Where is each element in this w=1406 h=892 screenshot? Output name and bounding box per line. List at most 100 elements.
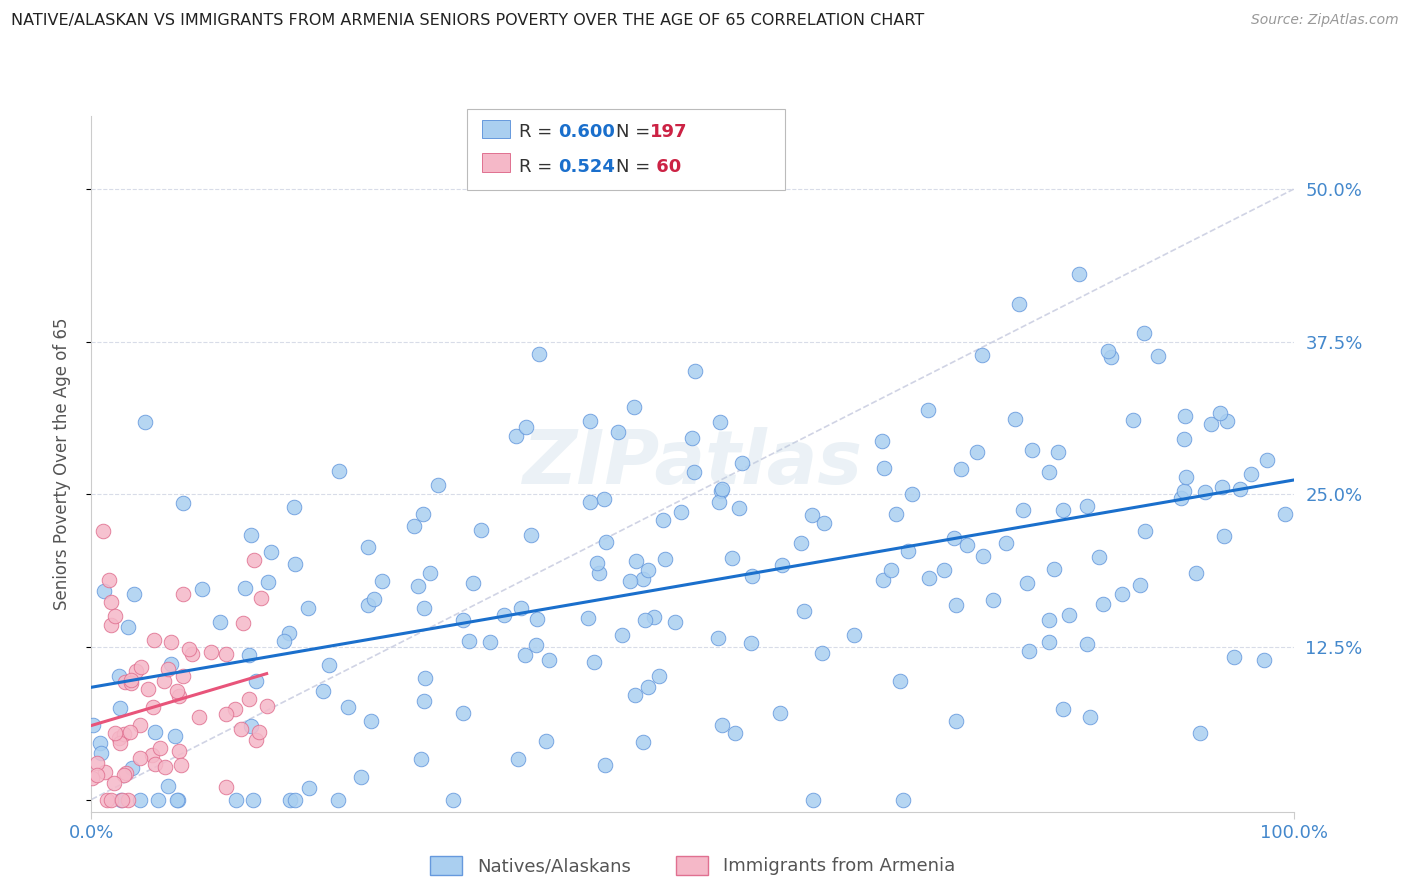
Point bbox=[1099, 350, 1122, 364]
Point bbox=[1122, 413, 1144, 427]
Point bbox=[122, 587, 145, 601]
Point bbox=[1174, 409, 1197, 423]
Point bbox=[1067, 268, 1090, 282]
Point bbox=[129, 751, 152, 765]
Point bbox=[1240, 467, 1263, 481]
Text: R =: R = bbox=[519, 158, 558, 176]
Point bbox=[406, 579, 429, 593]
Point bbox=[117, 620, 139, 634]
Point bbox=[96, 792, 118, 806]
Point bbox=[170, 757, 193, 772]
Point bbox=[513, 648, 536, 662]
Point bbox=[100, 595, 122, 609]
Point bbox=[872, 573, 894, 587]
Point bbox=[538, 653, 561, 667]
Text: 0.600: 0.600 bbox=[558, 123, 614, 141]
Point bbox=[451, 613, 474, 627]
Point bbox=[1222, 649, 1244, 664]
Point bbox=[159, 657, 181, 672]
Point bbox=[593, 758, 616, 772]
Point bbox=[457, 634, 479, 648]
Point bbox=[1135, 524, 1157, 538]
Point bbox=[413, 671, 436, 685]
Point bbox=[870, 434, 893, 448]
Point bbox=[357, 540, 380, 554]
Point bbox=[681, 431, 703, 445]
Point bbox=[156, 662, 179, 676]
Point bbox=[108, 731, 131, 745]
Point bbox=[631, 735, 654, 749]
Point bbox=[229, 723, 252, 737]
Point bbox=[1038, 613, 1060, 627]
Point bbox=[891, 792, 914, 806]
Point bbox=[167, 744, 190, 758]
Point bbox=[1004, 412, 1026, 426]
Point bbox=[167, 689, 190, 703]
Point bbox=[1253, 653, 1275, 667]
Point bbox=[723, 726, 745, 740]
Point bbox=[312, 684, 335, 698]
Point bbox=[256, 699, 278, 714]
Text: 60: 60 bbox=[650, 158, 681, 176]
Point bbox=[215, 647, 238, 661]
Point bbox=[363, 592, 385, 607]
Point bbox=[284, 792, 307, 806]
Point bbox=[328, 464, 350, 478]
Point bbox=[149, 740, 172, 755]
Point bbox=[1091, 597, 1114, 611]
Point bbox=[942, 531, 965, 545]
Point bbox=[108, 669, 131, 683]
Point bbox=[215, 706, 238, 721]
Point bbox=[404, 519, 426, 533]
Point bbox=[515, 419, 537, 434]
Point bbox=[103, 776, 125, 790]
Point bbox=[245, 733, 267, 747]
Point bbox=[741, 568, 763, 582]
Point bbox=[336, 700, 359, 714]
Point bbox=[215, 780, 238, 794]
Point bbox=[945, 598, 967, 612]
Point bbox=[1184, 566, 1206, 580]
Point bbox=[166, 683, 188, 698]
Point bbox=[1175, 469, 1198, 483]
Point bbox=[1076, 637, 1098, 651]
Y-axis label: Seniors Poverty Over the Age of 65: Seniors Poverty Over the Age of 65 bbox=[52, 318, 70, 610]
Point bbox=[257, 575, 280, 590]
Point bbox=[163, 730, 186, 744]
Point bbox=[371, 574, 394, 588]
Point bbox=[278, 626, 301, 640]
Point bbox=[769, 706, 792, 720]
Point bbox=[972, 348, 994, 362]
Point bbox=[706, 631, 728, 645]
Point bbox=[637, 563, 659, 577]
Point bbox=[966, 445, 988, 459]
Point bbox=[1097, 344, 1119, 359]
Point bbox=[172, 496, 194, 510]
Point bbox=[1199, 417, 1222, 432]
Point bbox=[1212, 528, 1234, 542]
Point bbox=[727, 501, 749, 516]
Text: Source: ZipAtlas.com: Source: ZipAtlas.com bbox=[1251, 13, 1399, 28]
Point bbox=[772, 558, 794, 572]
Point bbox=[582, 655, 605, 669]
Point bbox=[1046, 444, 1069, 458]
Point bbox=[451, 706, 474, 721]
Point bbox=[1052, 503, 1074, 517]
Point bbox=[156, 780, 179, 794]
Point bbox=[155, 760, 177, 774]
Point bbox=[412, 507, 434, 521]
Point bbox=[110, 736, 132, 750]
Point bbox=[740, 635, 762, 649]
Point bbox=[901, 487, 924, 501]
Point bbox=[86, 768, 108, 782]
Point bbox=[884, 508, 907, 522]
Point bbox=[188, 709, 211, 723]
Point bbox=[1087, 549, 1109, 564]
Point bbox=[143, 725, 166, 739]
Point bbox=[505, 428, 527, 442]
Point bbox=[842, 628, 865, 642]
Point bbox=[811, 646, 834, 660]
Point bbox=[576, 611, 599, 625]
Point bbox=[225, 792, 247, 806]
Point bbox=[1015, 575, 1038, 590]
